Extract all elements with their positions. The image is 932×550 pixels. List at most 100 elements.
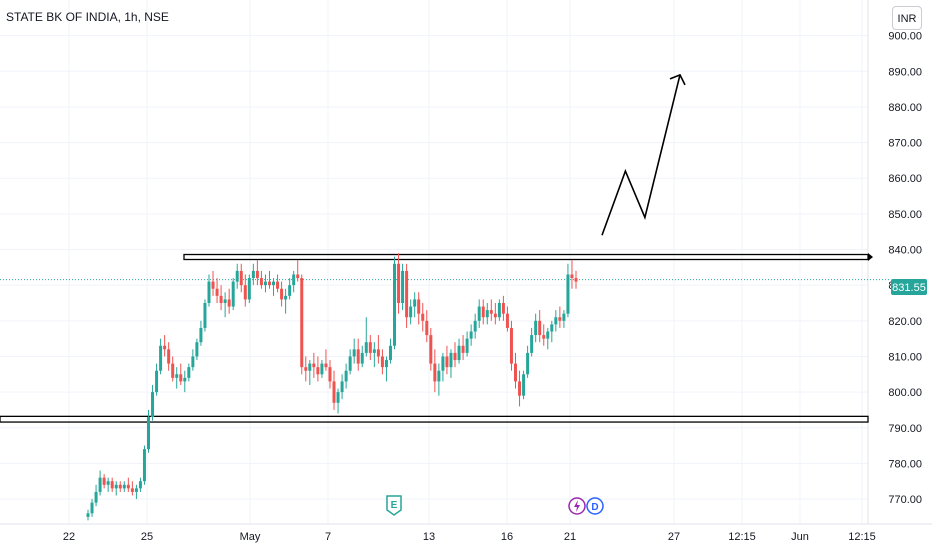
- candle-body: [215, 288, 219, 296]
- x-tick-label: 7: [325, 531, 331, 543]
- candle-body: [239, 270, 243, 286]
- candle-body: [272, 281, 276, 286]
- candle-body: [183, 377, 187, 382]
- candle-body: [219, 295, 223, 303]
- candle-body: [356, 349, 360, 364]
- y-tick-label: 860.00: [888, 173, 922, 185]
- candle-body: [530, 335, 534, 353]
- candle-body: [526, 352, 530, 375]
- dividend-icon[interactable]: D: [586, 497, 604, 515]
- candle-body: [255, 270, 259, 279]
- chart-title: STATE BK OF INDIA, 1h, NSE: [6, 10, 169, 24]
- candle-body: [191, 356, 195, 368]
- candle-body: [368, 342, 372, 353]
- x-tick-label: 27: [668, 531, 680, 543]
- candle-body: [473, 320, 477, 332]
- candle-body: [155, 370, 159, 393]
- candle-body: [126, 484, 130, 489]
- price-axis[interactable]: 770.00780.00790.00800.00810.00820.00830.…: [888, 31, 922, 506]
- y-tick-label: 840.00: [888, 245, 922, 257]
- candle-body: [429, 335, 433, 364]
- candle-body: [388, 345, 392, 361]
- candle-body: [203, 302, 207, 328]
- candle-body: [437, 370, 441, 382]
- candle-body: [441, 356, 445, 371]
- y-tick-label: 850.00: [888, 209, 922, 221]
- candle-body: [235, 270, 239, 282]
- candle-body: [546, 331, 550, 339]
- candle-body: [98, 477, 102, 492]
- candle-body: [518, 381, 522, 396]
- candle-body: [211, 281, 215, 289]
- candle-body: [308, 363, 312, 371]
- candle-body: [397, 263, 401, 303]
- y-tick-label: 790.00: [888, 423, 922, 435]
- candle-body: [372, 349, 376, 353]
- candle-body: [364, 342, 368, 353]
- candle-body: [481, 306, 485, 318]
- candle-body: [296, 274, 300, 279]
- candle-body: [328, 367, 332, 382]
- candle-body: [175, 374, 179, 378]
- candle-body: [562, 313, 566, 321]
- candle-body: [199, 327, 203, 343]
- candle-body: [413, 299, 417, 307]
- event-markers[interactable]: E D: [386, 495, 604, 516]
- support-zone: [0, 415, 869, 423]
- support-resistance-zones[interactable]: [0, 253, 873, 423]
- candle-body: [409, 306, 413, 318]
- x-tick-label: 25: [141, 531, 153, 543]
- candle-body: [94, 491, 98, 503]
- candle-body: [151, 392, 155, 418]
- candle-body: [449, 352, 453, 368]
- last-price-text: 831.55: [892, 282, 926, 294]
- candle-body: [542, 335, 546, 339]
- currency-button[interactable]: INR: [892, 6, 922, 30]
- candle-body: [360, 352, 364, 364]
- split-icon[interactable]: [568, 497, 586, 515]
- candle-body: [477, 306, 481, 321]
- candle-body: [493, 313, 497, 318]
- candle-body: [348, 356, 352, 371]
- candle-body: [247, 278, 251, 300]
- candle-body: [538, 320, 542, 336]
- candle-body: [251, 270, 255, 279]
- y-tick-label: 900.00: [888, 31, 922, 43]
- chart-grid: [0, 0, 868, 524]
- candle-body: [187, 367, 191, 378]
- candle-body: [320, 363, 324, 375]
- candle-body: [324, 363, 328, 368]
- candle-body: [167, 349, 171, 364]
- candle-body: [134, 488, 138, 492]
- x-tick-label: 13: [423, 531, 435, 543]
- candle-body: [457, 345, 461, 361]
- candle-body: [344, 370, 348, 382]
- candle-body: [106, 481, 110, 485]
- projection-arrow[interactable]: [601, 73, 686, 236]
- candle-body: [485, 310, 489, 318]
- y-tick-label: 870.00: [888, 138, 922, 150]
- time-axis[interactable]: 22 25 May 7 13 16 21 27 12:15 Jun 12:15: [63, 531, 876, 543]
- candle-body: [489, 310, 493, 314]
- candle-body: [574, 278, 578, 282]
- candle-body: [312, 363, 316, 368]
- candle-body: [384, 360, 388, 368]
- candle-body: [195, 342, 199, 357]
- candle-body: [223, 299, 227, 303]
- candle-body: [534, 320, 538, 336]
- candle-body: [284, 295, 288, 300]
- y-tick-label: 780.00: [888, 458, 922, 470]
- candle-body: [316, 367, 320, 375]
- y-tick-label: 800.00: [888, 387, 922, 399]
- earnings-icon[interactable]: E: [386, 495, 402, 516]
- candle-body: [142, 449, 146, 482]
- candle-body: [461, 345, 465, 353]
- candle-body: [421, 313, 425, 321]
- candle-body: [171, 363, 175, 378]
- candle-body: [207, 281, 211, 303]
- candle-body: [514, 363, 518, 382]
- candle-body: [393, 263, 397, 346]
- candle-body: [138, 481, 142, 489]
- candle-body: [401, 270, 405, 303]
